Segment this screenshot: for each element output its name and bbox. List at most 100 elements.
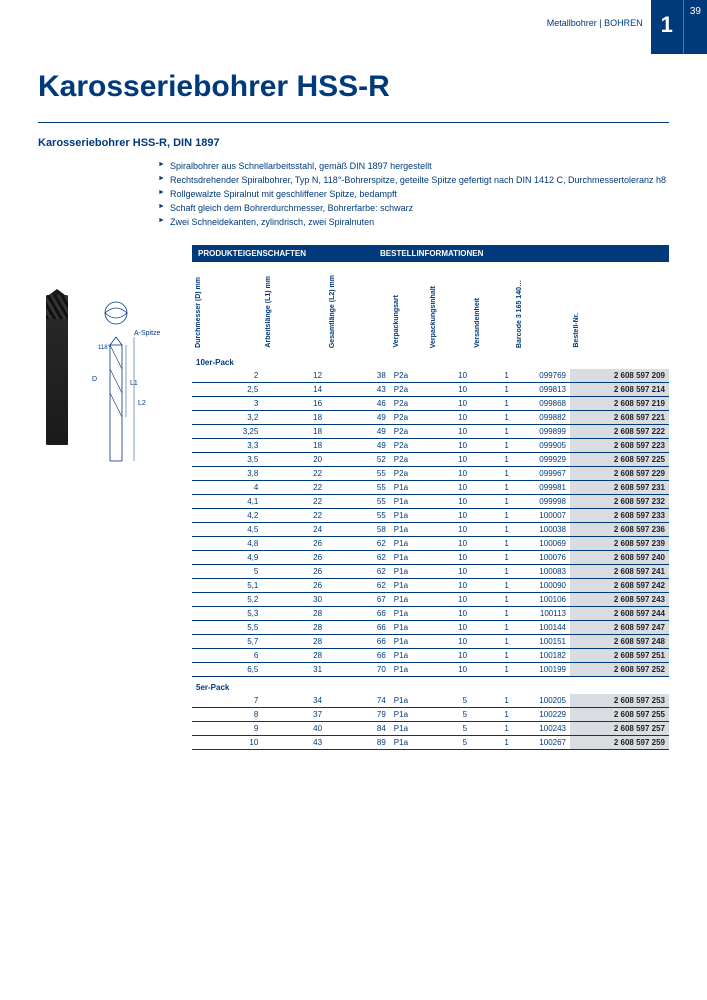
table-row: 52662P1a1011000832 608 597 241: [192, 565, 669, 579]
cell-l1: 14: [262, 383, 326, 397]
cell-ord: 2 608 597 257: [570, 722, 669, 736]
table-column: PRODUKTEIGENSCHAFTEN BESTELLINFORMATIONE…: [192, 245, 669, 750]
cell-ord: 2 608 597 222: [570, 425, 669, 439]
table-row: 5,12662P1a1011000902 608 597 242: [192, 579, 669, 593]
cell-ord: 2 608 597 253: [570, 694, 669, 708]
table-row: 3,251849P2a1010998992 608 597 222: [192, 425, 669, 439]
cell-l1: 22: [262, 509, 326, 523]
col-vpi: Verpackungsinhalt: [430, 286, 437, 348]
cell-bc: 100199: [513, 663, 570, 677]
col-ord: Bestell-Nr.: [573, 313, 580, 348]
cell-l1: 40: [262, 722, 326, 736]
cell-l2: 74: [326, 694, 390, 708]
cell-l1: 30: [262, 593, 326, 607]
col-d: Durchmesser (D) mm: [195, 277, 202, 348]
cell-bc: 100229: [513, 708, 570, 722]
cell-l2: 46: [326, 397, 390, 411]
cell-bc: 099813: [513, 383, 570, 397]
cell-l1: 18: [262, 411, 326, 425]
cell-d: 4,5: [192, 523, 262, 537]
table-row: 3,82255P2a1010999672 608 597 229: [192, 467, 669, 481]
cell-vpa: P1a: [390, 607, 427, 621]
table-row: 4,22255P1a1011000072 608 597 233: [192, 509, 669, 523]
cell-vpa: P1a: [390, 579, 427, 593]
table-row: 83779P1a511002292 608 597 255: [192, 708, 669, 722]
svg-text:118°: 118°: [98, 345, 111, 351]
table-row: 5,32866P1a1011001132 608 597 244: [192, 607, 669, 621]
cell-l2: 58: [326, 523, 390, 537]
cell-vpi: 10: [427, 369, 471, 383]
cell-l2: 66: [326, 635, 390, 649]
cell-vpa: P2a: [390, 411, 427, 425]
cell-vpa: P1a: [390, 694, 427, 708]
cell-l1: 18: [262, 439, 326, 453]
table-row: 62866P1a1011001822 608 597 251: [192, 649, 669, 663]
table-row: 4,92662P1a1011000762 608 597 240: [192, 551, 669, 565]
cell-ord: 2 608 597 221: [570, 411, 669, 425]
cell-l1: 16: [262, 397, 326, 411]
cell-bc: 099769: [513, 369, 570, 383]
cell-ve: 1: [471, 579, 513, 593]
cell-d: 5,7: [192, 635, 262, 649]
cell-vpa: P2a: [390, 425, 427, 439]
cell-ve: 1: [471, 509, 513, 523]
cell-ord: 2 608 597 209: [570, 369, 669, 383]
chapter-number: 1: [651, 0, 684, 54]
cell-vpi: 10: [427, 495, 471, 509]
table-header-band: PRODUKTEIGENSCHAFTEN BESTELLINFORMATIONE…: [192, 245, 669, 262]
table-row: 5,23067P1a1011001062 608 597 243: [192, 593, 669, 607]
cell-ve: 1: [471, 663, 513, 677]
cell-d: 5,2: [192, 593, 262, 607]
drill-photo: [46, 295, 68, 445]
cell-ve: 1: [471, 425, 513, 439]
cell-ve: 1: [471, 495, 513, 509]
table-row: 3,21849P2a1010998822 608 597 221: [192, 411, 669, 425]
cell-l1: 26: [262, 551, 326, 565]
cell-vpi: 10: [427, 649, 471, 663]
cell-vpi: 10: [427, 453, 471, 467]
cell-l2: 62: [326, 537, 390, 551]
cell-vpa: P2a: [390, 439, 427, 453]
cell-vpa: P1a: [390, 523, 427, 537]
cell-ve: 1: [471, 635, 513, 649]
cell-bc: 099899: [513, 425, 570, 439]
cell-bc: 100083: [513, 565, 570, 579]
cell-l2: 66: [326, 649, 390, 663]
cell-l1: 28: [262, 607, 326, 621]
cell-bc: 100076: [513, 551, 570, 565]
cell-vpi: 5: [427, 736, 471, 750]
cell-vpa: P1a: [390, 593, 427, 607]
cell-vpi: 10: [427, 607, 471, 621]
table-row: 2,51443P2a1010998132 608 597 214: [192, 383, 669, 397]
cell-l2: 52: [326, 453, 390, 467]
cell-ve: 1: [471, 621, 513, 635]
feature-item: Schaft gleich dem Bohrerdurchmesser, Boh…: [158, 201, 669, 215]
page-header-corner: Metallbohrer | BOHREN 1 39: [547, 0, 707, 54]
cell-l1: 20: [262, 453, 326, 467]
cell-vpi: 10: [427, 635, 471, 649]
col-l1: Arbeitslänge (L1) mm: [265, 276, 272, 348]
cell-l1: 34: [262, 694, 326, 708]
cell-d: 10: [192, 736, 262, 750]
cell-vpa: P2a: [390, 467, 427, 481]
cell-bc: 100113: [513, 607, 570, 621]
cell-ord: 2 608 597 241: [570, 565, 669, 579]
group-order: BESTELLINFORMATIONEN: [374, 245, 669, 262]
cell-l2: 49: [326, 425, 390, 439]
cell-ve: 1: [471, 694, 513, 708]
cell-l1: 28: [262, 649, 326, 663]
cell-l2: 55: [326, 495, 390, 509]
cell-vpa: P2a: [390, 397, 427, 411]
cell-l1: 22: [262, 481, 326, 495]
cell-ve: 1: [471, 397, 513, 411]
drill-schematic: A-Spitze 118° D L1 L2: [96, 301, 178, 486]
cell-d: 3,25: [192, 425, 262, 439]
table-row: 31646P2a1010998682 608 597 219: [192, 397, 669, 411]
cell-l2: 38: [326, 369, 390, 383]
col-bc: Barcode 3 165 140…: [516, 280, 523, 348]
col-l2: Gesamtlänge (L2) mm: [329, 275, 336, 348]
cell-l1: 26: [262, 579, 326, 593]
table-row: 42255P1a1010999812 608 597 231: [192, 481, 669, 495]
cell-vpa: P1a: [390, 708, 427, 722]
cell-vpa: P1a: [390, 481, 427, 495]
